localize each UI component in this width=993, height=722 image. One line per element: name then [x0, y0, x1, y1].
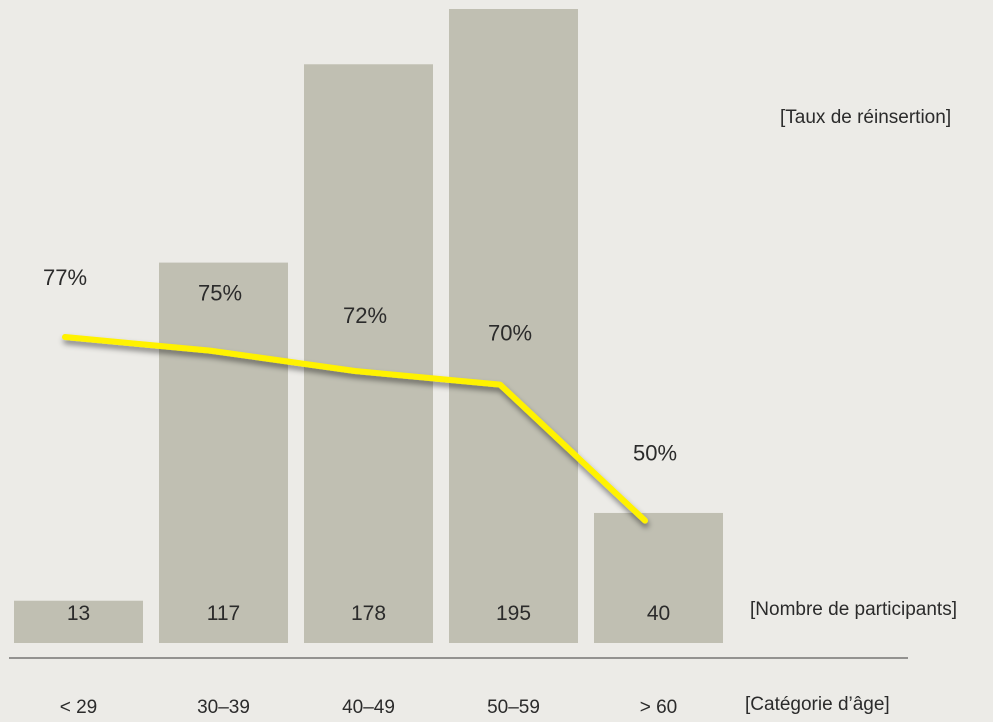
bar-value-label-2: 178 [351, 602, 386, 625]
bar-2 [304, 64, 433, 644]
bar-value-label-3: 195 [496, 602, 531, 625]
labels-layer: 13 < 29 117 30–39 178 40–49 195 50–59 40 > 60 77% 7… [43, 265, 677, 718]
bar-4 [594, 512, 723, 643]
x-tick-label-4: > 60 [640, 697, 678, 718]
bar-0 [14, 600, 143, 643]
bar-3 [449, 9, 578, 643]
bar-1 [159, 262, 288, 643]
x-tick-label-1: 30–39 [197, 697, 250, 718]
rate-value-label-2: 72% [343, 303, 387, 328]
x-tick-label-2: 40–49 [342, 697, 395, 718]
legend: [Taux de réinsertion] [696, 107, 951, 128]
x-tick-label-3: 50–59 [487, 697, 540, 718]
line-layer [62, 334, 648, 524]
x-tick-label-0: < 29 [60, 697, 98, 718]
legend-label: [Taux de réinsertion] [780, 107, 951, 128]
rate-value-label-4: 50% [633, 441, 677, 466]
bar-value-label-1: 117 [207, 602, 240, 625]
bars-layer [14, 9, 723, 644]
bar-value-label-4: 40 [647, 602, 670, 625]
rate-value-label-3: 70% [488, 321, 532, 346]
x-axis-title: [Catégorie d’âge] [745, 694, 890, 715]
rate-value-label-0: 77% [43, 265, 87, 290]
bar-row-label: [Nombre de participants] [750, 599, 957, 620]
bar-value-label-0: 13 [67, 602, 90, 625]
rate-value-label-1: 75% [198, 281, 242, 306]
